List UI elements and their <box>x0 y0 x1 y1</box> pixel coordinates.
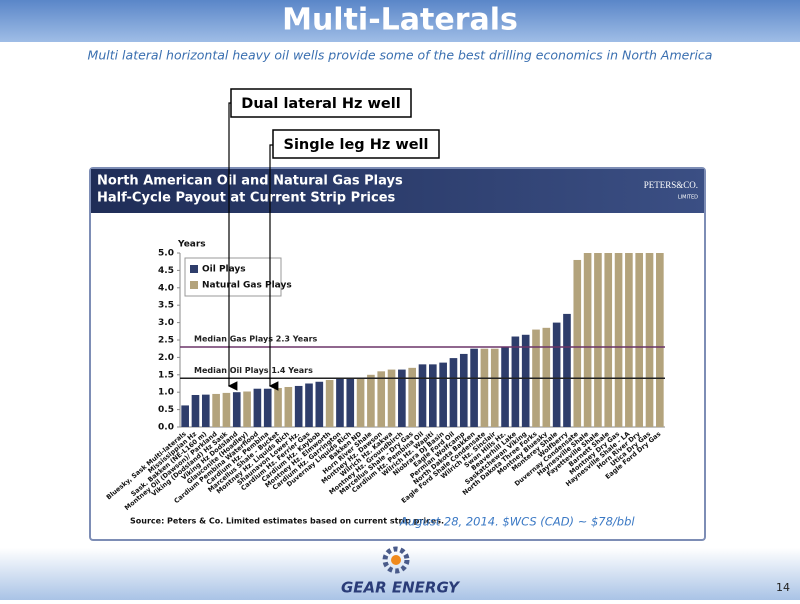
y-tick-label: 3.5 <box>158 301 174 311</box>
bar <box>645 253 654 427</box>
legend-label: Oil Plays <box>202 265 246 275</box>
y-tick-label: 0.5 <box>158 405 174 415</box>
bar <box>656 253 664 427</box>
bar <box>625 253 633 427</box>
bar <box>315 381 324 427</box>
slide-title: Multi-Laterals <box>282 3 518 38</box>
bar <box>521 334 530 427</box>
bar <box>459 353 468 427</box>
chart-header <box>91 169 704 213</box>
bar <box>377 371 386 427</box>
bar <box>542 327 551 427</box>
page-number: 14 <box>776 581 790 594</box>
callout-box <box>272 129 440 159</box>
bar <box>501 346 509 427</box>
source: Source: Peters & Co. Limited estimates b… <box>130 517 444 526</box>
bar <box>212 393 220 427</box>
reference-label: Median Oil Plays 1.4 Years <box>194 366 313 375</box>
bar <box>552 322 561 427</box>
y-tick-label: 1.0 <box>158 388 174 398</box>
chart-title: North American Oil and Natural Gas Plays <box>97 174 403 189</box>
bar <box>418 364 427 427</box>
bar <box>294 385 303 427</box>
chart-panel <box>89 167 706 541</box>
bar <box>346 378 355 427</box>
bar <box>232 392 241 427</box>
bar <box>604 253 613 427</box>
bar <box>201 394 210 427</box>
bar <box>563 313 571 427</box>
bar <box>284 386 293 427</box>
y-axis-label: Years <box>177 240 206 250</box>
bar <box>635 253 644 427</box>
bar <box>511 336 520 427</box>
bar <box>222 392 231 427</box>
plot: 0.00.51.01.52.02.53.03.54.04.55.0Bluesky… <box>105 249 665 512</box>
y-tick-label: 1.5 <box>158 370 174 380</box>
bar <box>573 259 582 427</box>
legend-swatch <box>190 265 198 273</box>
bar <box>490 348 499 427</box>
bar <box>583 253 592 427</box>
bar <box>325 380 334 427</box>
brand-logo-sub: LIMITED <box>678 195 698 201</box>
slide-subtitle: Multi lateral horizontal heavy oil wells… <box>88 48 713 63</box>
callout-box <box>230 88 412 118</box>
chart-subtitle: Half-Cycle Payout at Current Strip Price… <box>97 191 396 206</box>
note: August 28, 2014. $WCS (CAD) ~ $78/bbl <box>399 515 635 529</box>
bar <box>480 348 489 427</box>
legend-swatch <box>190 281 198 289</box>
footer-band <box>0 548 800 600</box>
legend-label: Natural Gas Plays <box>202 281 292 291</box>
brand-logo: PETERS&CO. <box>644 180 698 190</box>
y-tick-label: 4.5 <box>158 266 174 276</box>
bar <box>274 388 282 427</box>
y-tick-label: 2.0 <box>158 353 174 363</box>
bar <box>336 378 344 427</box>
bar <box>305 383 313 427</box>
gear-icon <box>382 546 410 574</box>
bar <box>439 362 447 427</box>
bar <box>429 364 437 427</box>
callout: Dual lateral Hz well <box>241 96 400 112</box>
y-tick-label: 2.5 <box>158 336 174 346</box>
title-band <box>0 0 800 42</box>
bar <box>387 369 396 427</box>
callout: Single leg Hz well <box>284 137 429 153</box>
y-tick-label: 0.0 <box>158 423 174 433</box>
bar <box>181 405 189 427</box>
y-tick-label: 5.0 <box>158 249 174 259</box>
bar <box>470 348 478 427</box>
bar <box>614 253 623 427</box>
bar <box>191 394 200 427</box>
bar <box>398 369 406 427</box>
bar <box>243 391 251 427</box>
bar <box>449 358 458 427</box>
y-tick-label: 3.0 <box>158 318 174 328</box>
gear-icon <box>391 555 401 565</box>
gear-logo <box>382 546 410 574</box>
bar <box>356 378 365 427</box>
bar <box>253 388 262 427</box>
bar <box>594 253 602 427</box>
y-tick-label: 4.0 <box>158 283 174 293</box>
bar <box>408 367 416 427</box>
bar <box>263 388 272 427</box>
bar <box>367 374 375 427</box>
footer-logo: GEAR ENERGY <box>341 579 461 597</box>
reference-label: Median Gas Plays 2.3 Years <box>194 334 318 343</box>
legend-box <box>184 257 282 297</box>
